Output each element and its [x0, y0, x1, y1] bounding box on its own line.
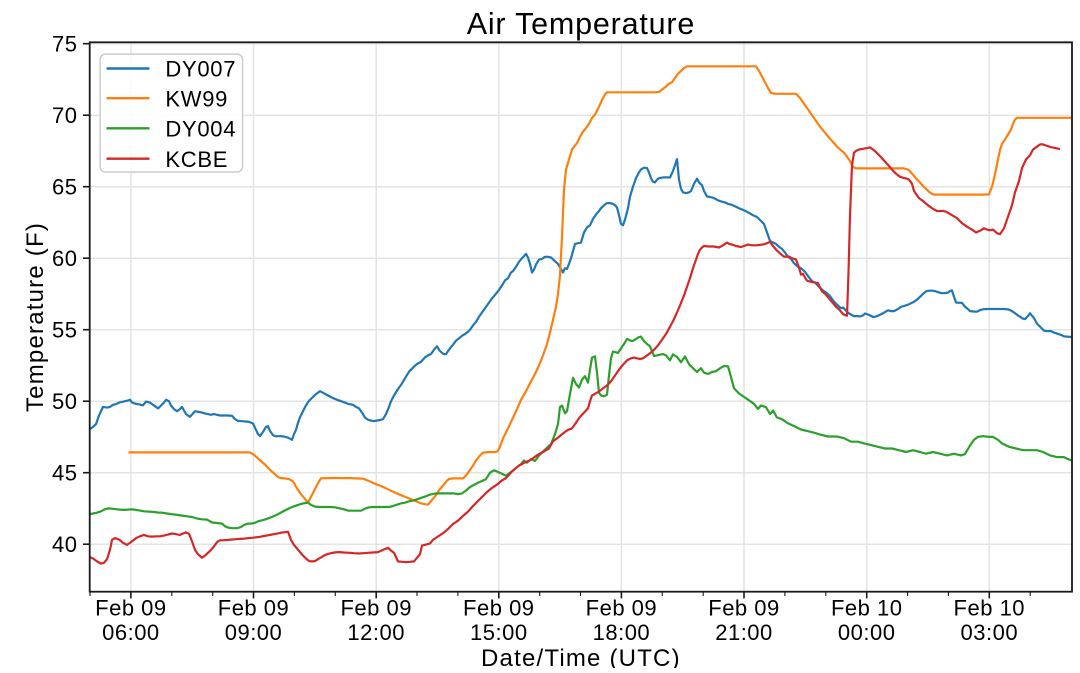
- svg-text:DY004: DY004: [165, 116, 236, 141]
- svg-text:70: 70: [52, 103, 77, 128]
- svg-text:Air Temperature: Air Temperature: [467, 7, 695, 41]
- svg-text:75: 75: [52, 32, 77, 57]
- svg-text:45: 45: [52, 461, 77, 486]
- svg-text:15:00: 15:00: [470, 620, 528, 645]
- svg-text:DY007: DY007: [165, 57, 236, 82]
- svg-text:Feb 10: Feb 10: [831, 596, 903, 621]
- svg-text:Temperature (F): Temperature (F): [22, 222, 49, 412]
- svg-text:Feb 09: Feb 09: [708, 596, 780, 621]
- svg-text:40: 40: [52, 532, 77, 557]
- svg-text:Date/Time (UTC): Date/Time (UTC): [481, 645, 681, 668]
- svg-text:09:00: 09:00: [225, 620, 283, 645]
- svg-text:KW99: KW99: [165, 86, 228, 111]
- svg-text:06:00: 06:00: [102, 620, 160, 645]
- svg-text:Feb 09: Feb 09: [95, 596, 167, 621]
- svg-text:50: 50: [52, 389, 77, 414]
- svg-text:21:00: 21:00: [715, 620, 773, 645]
- svg-text:00:00: 00:00: [838, 620, 896, 645]
- svg-text:Feb 09: Feb 09: [586, 596, 658, 621]
- svg-text:55: 55: [52, 318, 77, 343]
- svg-text:18:00: 18:00: [593, 620, 651, 645]
- svg-text:12:00: 12:00: [347, 620, 405, 645]
- svg-text:65: 65: [52, 175, 77, 200]
- svg-text:Feb 09: Feb 09: [340, 596, 412, 621]
- svg-text:60: 60: [52, 246, 77, 271]
- svg-text:Feb 09: Feb 09: [218, 596, 290, 621]
- svg-text:03:00: 03:00: [961, 620, 1019, 645]
- svg-text:Feb 10: Feb 10: [954, 596, 1026, 621]
- svg-text:Feb 09: Feb 09: [463, 596, 535, 621]
- svg-text:KCBE: KCBE: [165, 147, 228, 172]
